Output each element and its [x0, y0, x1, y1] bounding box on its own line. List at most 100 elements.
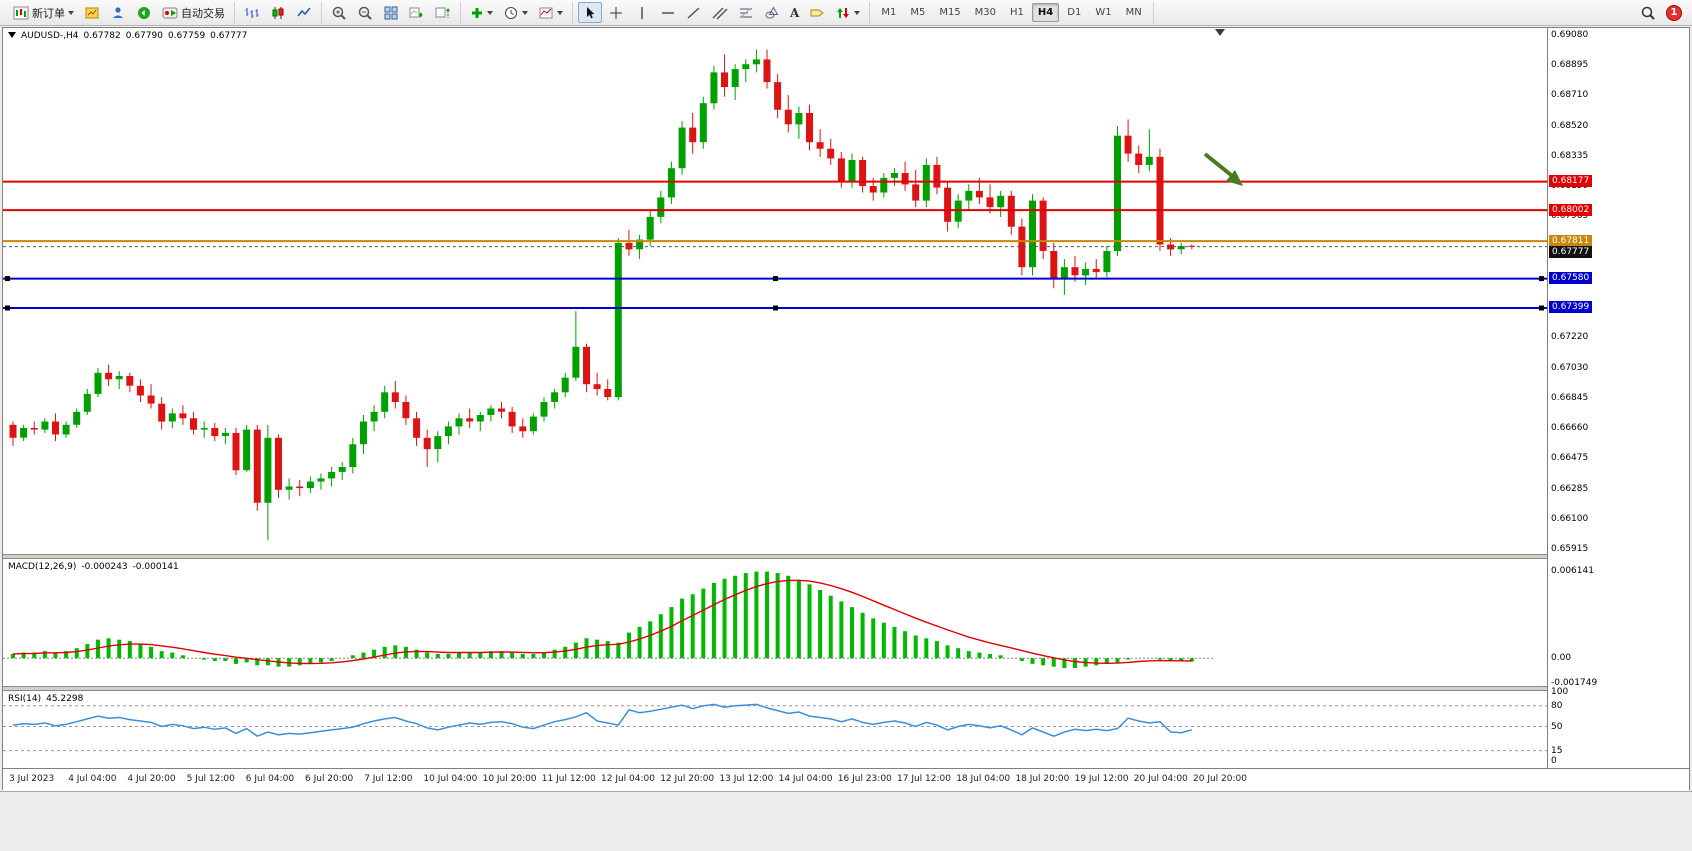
price-axis-label: 0.68895 [1551, 60, 1589, 71]
pivot-line-badge: 0.67811 [1549, 234, 1593, 247]
support-line-badge: 0.67399 [1549, 301, 1593, 314]
price-axis-label: 0.66845 [1551, 392, 1589, 403]
caret-down-icon [487, 10, 493, 15]
time-axis-label: 16 Jul 23:00 [837, 774, 892, 784]
timeframe-M5[interactable]: M5 [910, 7, 926, 18]
macd-value-main: -0.000243 [81, 562, 128, 572]
text-tool-button[interactable]: A [786, 2, 803, 23]
chart-shift-icon [435, 7, 450, 18]
macd-header-overlay: MACD(12,26,9) -0.000243 -0.000141 [8, 562, 184, 572]
rsi-axis-label: 0 [1551, 756, 1557, 766]
zoom-in-button[interactable] [327, 2, 351, 23]
price-axis-label: 0.67030 [1551, 362, 1589, 373]
timeframe-H1[interactable]: H1 [1010, 7, 1024, 18]
autotrading-button[interactable]: 自动交易 [158, 2, 229, 23]
price-axis-label: 0.65915 [1551, 544, 1589, 554]
channel-tool-button[interactable] [708, 2, 732, 23]
profiles-button[interactable] [106, 2, 130, 23]
timeframe-D1[interactable]: D1 [1067, 7, 1082, 18]
macd-label: MACD(12,26,9) [8, 562, 77, 572]
price-axis-label: 0.66285 [1551, 483, 1589, 494]
timeframe-H4[interactable]: H4 [1031, 3, 1060, 22]
rsi-resize-handle[interactable] [3, 686, 1689, 691]
bars-chart-button[interactable] [240, 2, 264, 23]
periods-clock-icon [505, 6, 517, 19]
crosshair-tool-button[interactable] [604, 2, 628, 23]
time-axis-label: 18 Jul 04:00 [956, 774, 1011, 784]
templates-button[interactable] [534, 2, 567, 23]
shapes-tool-button[interactable] [760, 2, 784, 23]
rsi-panel[interactable]: RSI(14) 45.2298 [3, 691, 1547, 768]
price-axis-label: 0.67220 [1551, 332, 1589, 343]
time-axis-label: 4 Jul 04:00 [68, 774, 117, 784]
search-button[interactable] [1636, 2, 1660, 23]
chart-shift-button[interactable] [431, 2, 455, 23]
candlestick-chart-icon [272, 6, 284, 19]
autoscroll-button[interactable] [405, 2, 429, 23]
fibonacci-icon [739, 7, 752, 18]
rsi-axis-label: 15 [1551, 745, 1563, 756]
refresh-icon [138, 6, 150, 19]
line-chart-button[interactable] [292, 2, 316, 23]
rsi-axis-label: 50 [1551, 721, 1563, 732]
timeframe-M30[interactable]: M30 [974, 7, 997, 18]
time-axis-label: 14 Jul 04:00 [778, 774, 833, 784]
time-axis-label: 3 Jul 2023 [9, 774, 55, 784]
fibonacci-tool-button[interactable] [734, 2, 758, 23]
zoom-in-icon [332, 6, 346, 20]
chart-header-overlay: AUDUSD-,H4 0.67782 0.67790 0.67759 0.67777 [8, 31, 252, 41]
macd-panel[interactable]: MACD(12,26,9) -0.000243 -0.000141 [3, 559, 1547, 686]
rsi-plot[interactable] [3, 691, 1547, 768]
time-axis[interactable]: 3 Jul 2023 4 Jul 04:00 4 Jul 20:00 5 Jul 12… [3, 768, 1689, 791]
annotation-arrow [1203, 152, 1243, 186]
cursor-icon [587, 6, 595, 18]
one-click-trading-toggle[interactable] [8, 32, 16, 38]
time-axis-label: 7 Jul 12:00 [364, 774, 413, 784]
main-chart-area[interactable]: AUDUSD-,H4 0.67782 0.67790 0.67759 0.67777 [3, 28, 1547, 554]
tile-windows-icon [384, 6, 398, 19]
timeframe-MN[interactable]: MN [1125, 7, 1142, 18]
caret-down-icon [854, 10, 861, 15]
timeframe-M1[interactable]: M1 [881, 7, 897, 18]
trendline-tool-button[interactable] [682, 2, 706, 23]
tile-windows-button[interactable] [379, 2, 403, 23]
horizontal-line-tool-button[interactable] [656, 2, 680, 23]
bars-chart-icon [245, 7, 259, 18]
arrows-tool-button[interactable] [831, 2, 864, 23]
time-axis-label: 17 Jul 12:00 [897, 774, 951, 784]
support-line-badge: 0.67580 [1549, 272, 1593, 285]
macd-plot[interactable] [3, 559, 1547, 686]
macd-resize-handle[interactable] [3, 554, 1689, 559]
new-order-button[interactable]: 新订单 [9, 2, 78, 23]
candlestick-plot[interactable] [3, 28, 1547, 554]
timeframe-W1[interactable]: W1 [1095, 7, 1112, 18]
candlestick-chart-button[interactable] [266, 2, 290, 23]
time-axis-label: 12 Jul 04:00 [601, 774, 655, 784]
time-axis-label: 13 Jul 12:00 [719, 774, 774, 784]
new-chart-button[interactable] [80, 2, 104, 23]
time-axis-label: 18 Jul 20:00 [1015, 774, 1070, 784]
profiles-icon [113, 6, 123, 18]
current-price-badge: 0.67777 [1549, 245, 1593, 258]
time-axis-label: 5 Jul 12:00 [186, 774, 235, 784]
search-icon [1641, 6, 1655, 20]
price-axis-label: 0.69080 [1551, 30, 1589, 40]
refresh-button[interactable] [132, 2, 156, 23]
price-axis-label: 0.66475 [1551, 453, 1589, 464]
cursor-tool-button[interactable] [578, 2, 602, 23]
notifications-badge[interactable]: 1 [1666, 4, 1682, 21]
caret-down-icon [522, 10, 528, 15]
timeframe-group: M1 M5 M15 M30 H1 H4 D1 W1 MN [870, 1, 1154, 24]
label-tool-button[interactable] [805, 2, 829, 23]
price-axis[interactable]: 0.69080 0.68895 0.68710 0.68520 0.68335 0.681… [1547, 28, 1689, 768]
channel-icon [712, 6, 728, 20]
price-axis-label: 0.68710 [1551, 90, 1589, 101]
zoom-out-button[interactable] [353, 2, 377, 23]
periods-button[interactable] [499, 2, 532, 23]
resistance-line-badge: 0.68177 [1549, 175, 1593, 188]
new-chart-icon [85, 7, 99, 18]
timeframe-M15[interactable]: M15 [939, 7, 961, 18]
add-indicator-button[interactable] [466, 2, 497, 23]
chart-shift-marker[interactable] [1215, 29, 1225, 36]
vertical-line-tool-button[interactable] [630, 2, 654, 23]
